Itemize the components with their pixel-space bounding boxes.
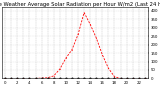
Title: Milwaukee Weather Average Solar Radiation per Hour W/m2 (Last 24 Hours): Milwaukee Weather Average Solar Radiatio… (0, 2, 160, 7)
